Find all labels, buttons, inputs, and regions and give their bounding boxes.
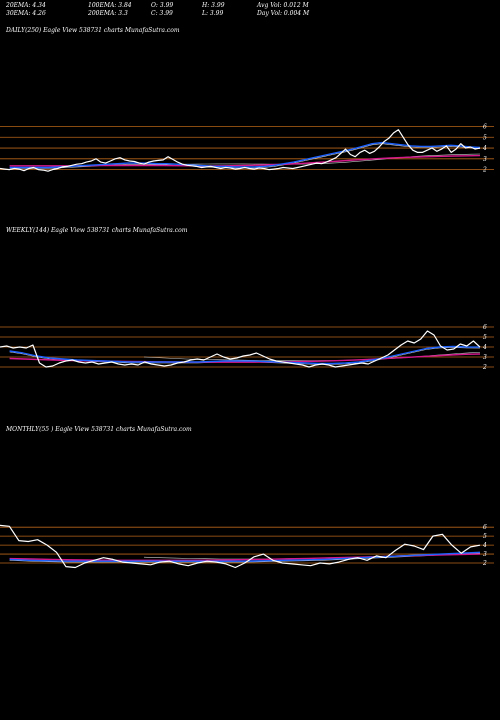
ema30-value: 30EMA: 4.26 [6, 10, 46, 17]
weekly-ema-fast-line [9, 345, 481, 365]
open-value: O: 3.99 [151, 2, 174, 9]
daily-y-tick-label: 3 [483, 156, 487, 163]
daily-y-tick-label: 2 [482, 167, 487, 174]
weekly-chart-title: WEEKLY(144) Eagle View 538731 charts Mun… [6, 227, 188, 234]
close-value: C: 3.99 [151, 10, 173, 17]
avg-volume-value: Avg Vol: 0.012 M [257, 2, 309, 9]
monthly-y-tick-label: 2 [482, 560, 487, 567]
monthly-y-tick-label: 5 [483, 533, 487, 540]
monthly-price-line [0, 524, 481, 569]
high-value: H: 3.99 [202, 2, 225, 9]
monthly-y-tick-label: 3 [483, 551, 487, 558]
ema100-value: 100EMA: 3.84 [88, 2, 132, 9]
daily-price-line [0, 129, 481, 172]
weekly-price-line [0, 330, 481, 368]
monthly-chart-title: MONTHLY(55 ) Eagle View 538731 charts Mu… [6, 426, 192, 433]
ema20-value: 20EMA: 4.34 [6, 2, 46, 9]
daily-y-tick-label: 6 [483, 123, 487, 130]
weekly-y-tick-label: 5 [483, 334, 487, 341]
low-value: L: 3.99 [202, 10, 224, 17]
indicator-header: 20EMA: 4.34 30EMA: 4.26 100EMA: 3.84 200… [0, 0, 500, 20]
daily-y-tick-label: 5 [483, 134, 487, 141]
weekly-y-tick-label: 2 [482, 364, 487, 371]
weekly-y-tick-label: 3 [483, 354, 487, 361]
weekly-y-tick-label: 4 [482, 344, 487, 351]
weekly-y-tick-label: 6 [483, 324, 487, 331]
monthly-y-tick-label: 6 [483, 524, 487, 531]
day-volume-value: Day Vol: 0.004 M [257, 10, 310, 17]
daily-chart-title: DAILY(250) Eagle View 538731 charts Muna… [6, 27, 180, 34]
daily-y-tick-label: 4 [482, 145, 487, 152]
ema200-value: 200EMA: 3.3 [88, 10, 128, 17]
monthly-ema-fast-line [9, 551, 481, 562]
monthly-y-tick-label: 4 [482, 542, 487, 549]
